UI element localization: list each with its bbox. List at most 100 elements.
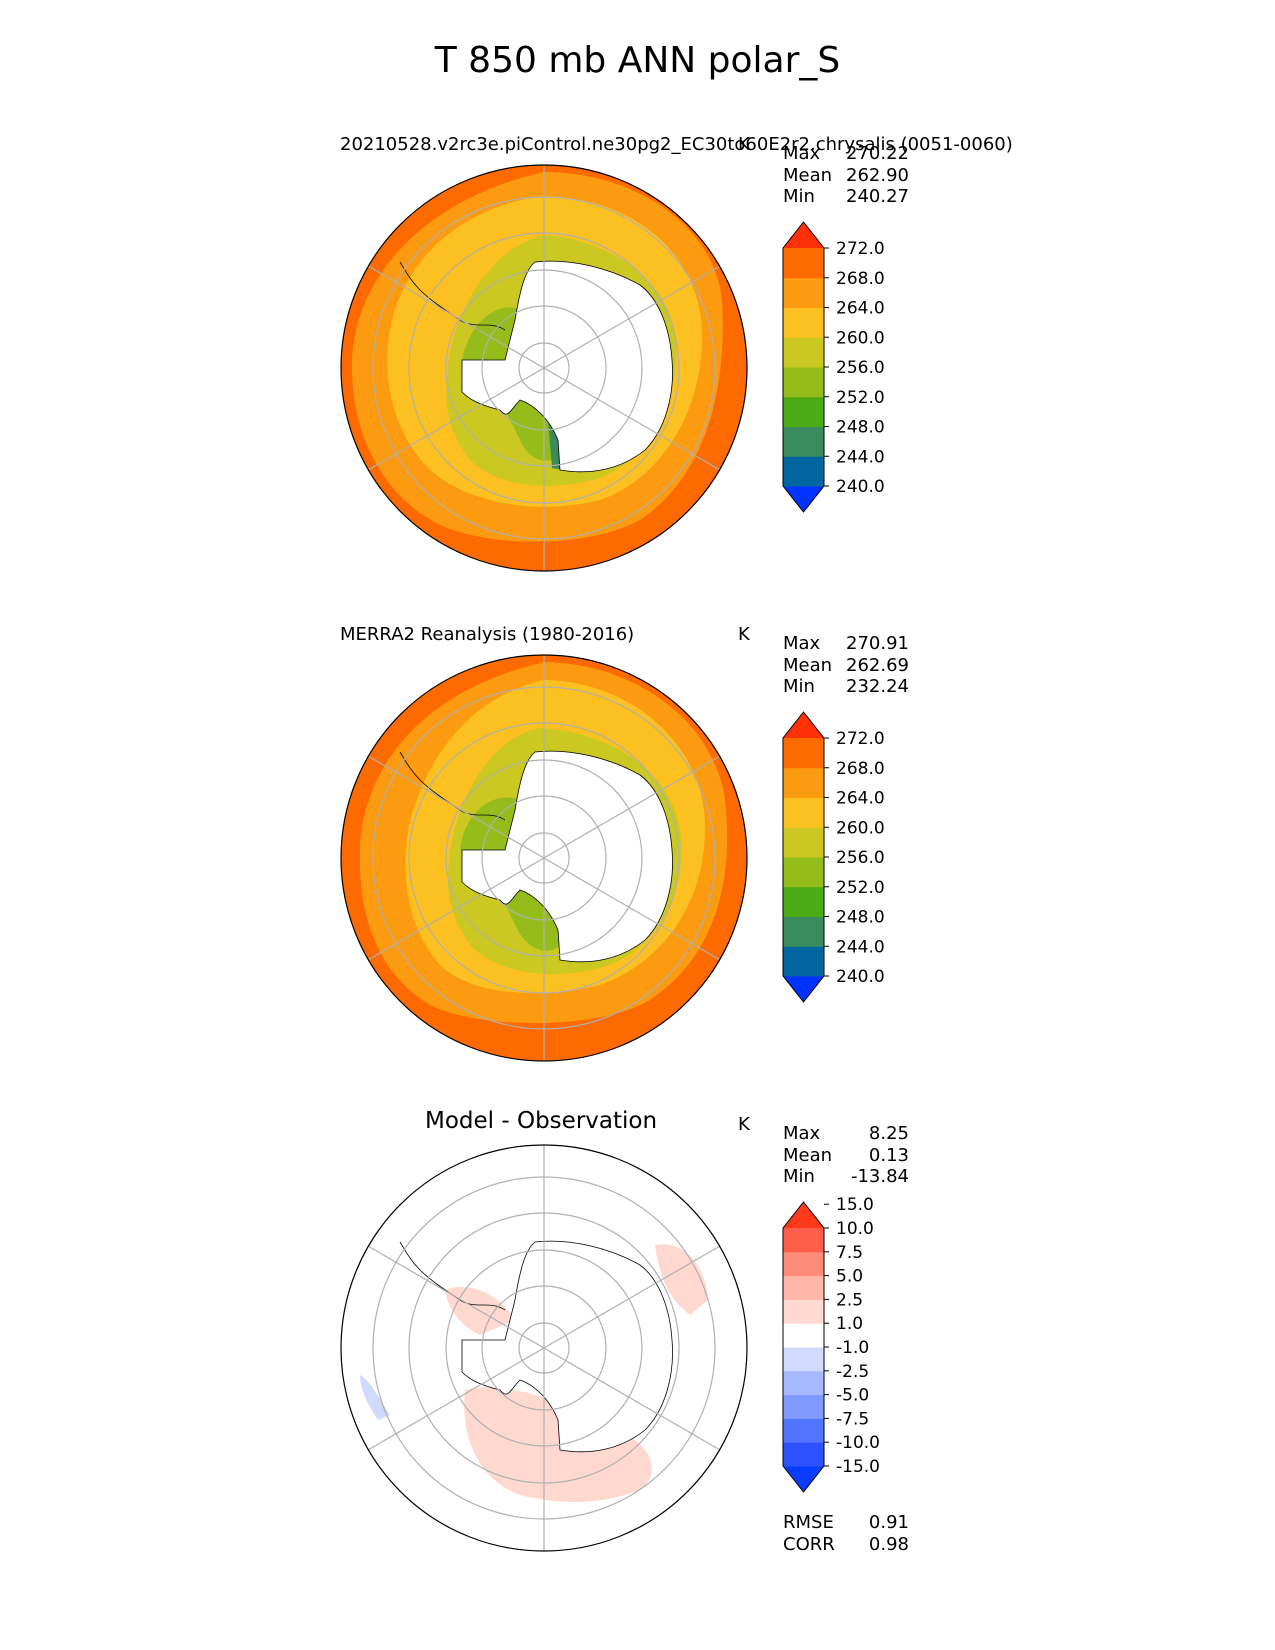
peninsula-coast xyxy=(399,751,506,821)
colorbar-tick-label: 244.0 xyxy=(836,937,885,957)
colorbar-tick-label: 240.0 xyxy=(836,967,885,987)
stat-max: Max 270.91 xyxy=(783,633,909,654)
antarctica xyxy=(461,260,673,473)
colorbar-tick-label: 264.0 xyxy=(836,789,885,809)
colorbar-segment xyxy=(783,1275,824,1300)
colorbar-tick-label: -15.0 xyxy=(836,1457,880,1477)
colorbar-segment xyxy=(783,946,824,977)
colorbar-segment xyxy=(783,456,824,487)
colorbar-extend-high xyxy=(783,222,824,248)
colorbar-tick-label: 268.0 xyxy=(836,269,885,289)
panel-1-stats: Max 270.22 Mean 262.90 Min 240.27 xyxy=(783,143,909,208)
panel-1-title: 20210528.v2rc3e.piControl.ne30pg2_EC30to… xyxy=(340,134,1013,155)
colorbar-segment xyxy=(783,827,824,858)
colorbar-segment xyxy=(783,857,824,888)
colorbar-tick-label: 10.0 xyxy=(836,1219,874,1239)
colorbar-extend-high xyxy=(783,712,824,738)
colorbar-segment xyxy=(783,1394,824,1419)
colorbar-segment xyxy=(783,248,824,279)
stat-max: Max 8.25 xyxy=(783,1123,909,1144)
panel-2-title: MERRA2 Reanalysis (1980-2016) xyxy=(340,624,635,645)
stat-mean: Mean 262.69 xyxy=(783,654,909,676)
colorbar-tick-label: 248.0 xyxy=(836,908,885,928)
stat-mean: Mean 262.90 xyxy=(783,164,909,186)
colorbar-segment xyxy=(783,426,824,457)
colorbar-tick-label: -7.5 xyxy=(836,1409,869,1429)
metric-corr: CORR 0.98 xyxy=(783,1533,909,1555)
colorbar-segment xyxy=(783,396,824,427)
colorbar-tick-label: 272.0 xyxy=(836,239,885,259)
colorbar-tick-label: 256.0 xyxy=(836,358,885,378)
colorbar-segment xyxy=(783,1299,824,1324)
colorbar-tick-label: 252.0 xyxy=(836,878,885,898)
map-1-grid xyxy=(367,165,721,571)
panel-3-metrics: RMSE 0.91 CORR 0.98 xyxy=(783,1512,909,1555)
colorbar-extend-low xyxy=(783,1466,824,1492)
colorbar-tick-label: 260.0 xyxy=(836,328,885,348)
colorbar-panel-1: 240.0 244.0 248.0 252.0 256.0 260.0 264.0 268.0… xyxy=(782,221,885,513)
panel-1-units: K xyxy=(738,134,750,155)
colorbar-tick-label: 240.0 xyxy=(836,477,885,497)
colorbar-segment xyxy=(783,1347,824,1372)
colorbar-panel-3: -15.0 -10.0 -7.5 -5.0 -2.5 -1.0 1.0 2.5 5.0 7.5 10… xyxy=(782,1195,880,1493)
colorbar-tick-label: 7.5 xyxy=(836,1243,863,1263)
colorbar-segment xyxy=(783,1228,824,1253)
diff-cool-west xyxy=(360,1375,390,1420)
colorbar-segment xyxy=(783,277,824,308)
colorbar-segment xyxy=(783,1251,824,1277)
antarctica xyxy=(461,1240,673,1453)
stat-mean: Mean 0.13 xyxy=(783,1144,909,1166)
panel-3-units: K xyxy=(738,1114,750,1135)
colorbar-segment xyxy=(783,1370,824,1396)
colorbar-tick-label: -1.0 xyxy=(836,1338,869,1358)
panel-2-units: K xyxy=(738,624,750,645)
stat-max: Max 270.22 xyxy=(783,143,909,164)
band-252 xyxy=(460,797,568,951)
colorbar-segment xyxy=(783,337,824,368)
colorbar-tick-label: 248.0 xyxy=(836,418,885,438)
colorbar-segment xyxy=(783,767,824,798)
peninsula-coast xyxy=(399,261,506,331)
stat-min: Min -13.84 xyxy=(783,1166,909,1187)
colorbar-segment xyxy=(783,367,824,398)
panel-3-stats: Max 8.25 Mean 0.13 Min -13.84 xyxy=(783,1123,909,1188)
map-3-border xyxy=(340,1144,748,1552)
colorbar-segment xyxy=(783,886,824,917)
colorbar-tick-label: 1.0 xyxy=(836,1314,863,1334)
colorbar-segment xyxy=(783,738,824,769)
map-3-grid xyxy=(367,1145,721,1551)
metric-rmse: RMSE 0.91 xyxy=(783,1512,909,1533)
peninsula-coast xyxy=(399,1241,506,1311)
stat-min: Min 240.27 xyxy=(783,186,909,207)
colorbar-tick-label: 260.0 xyxy=(836,818,885,838)
colorbar-tick-label: 15.0 xyxy=(836,1195,874,1215)
diff-warm-east xyxy=(655,1244,708,1315)
colorbar-tick-label: 268.0 xyxy=(836,759,885,779)
colorbar-tick-label: -5.0 xyxy=(836,1386,869,1406)
band-252 xyxy=(462,307,565,461)
colorbar-tick-label: -10.0 xyxy=(836,1433,880,1453)
colorbar-extend-low xyxy=(783,486,824,512)
colorbar-segment xyxy=(783,1323,824,1348)
panel-2-stats: Max 270.91 Mean 262.69 Min 232.24 xyxy=(783,633,909,698)
colorbar-tick-label: 2.5 xyxy=(836,1290,863,1310)
colorbar-tick-label: 264.0 xyxy=(836,299,885,319)
colorbar-segment xyxy=(783,1418,824,1443)
colorbar-tick-label: 5.0 xyxy=(836,1267,863,1287)
colorbar-extend-high xyxy=(783,1202,824,1228)
colorbar-segment xyxy=(783,307,824,338)
colorbar-segment xyxy=(783,916,824,947)
stat-min: Min 232.24 xyxy=(783,676,909,697)
map-2-border xyxy=(340,654,748,1062)
panel-3-title: Model - Observation xyxy=(425,1108,658,1134)
colorbar-extend-low xyxy=(783,976,824,1002)
colorbar-tick-label: -2.5 xyxy=(836,1362,869,1382)
colorbar-panel-2: 240.0 244.0 248.0 252.0 256.0 260.0 264.0 268.0… xyxy=(782,711,885,1003)
colorbar-tick-label: 256.0 xyxy=(836,848,885,868)
map-1-border xyxy=(340,164,748,572)
antarctica xyxy=(461,750,673,963)
colorbar-tick-label: 244.0 xyxy=(836,447,885,467)
map-2-grid xyxy=(367,655,721,1061)
colorbar-tick-label: 252.0 xyxy=(836,388,885,408)
